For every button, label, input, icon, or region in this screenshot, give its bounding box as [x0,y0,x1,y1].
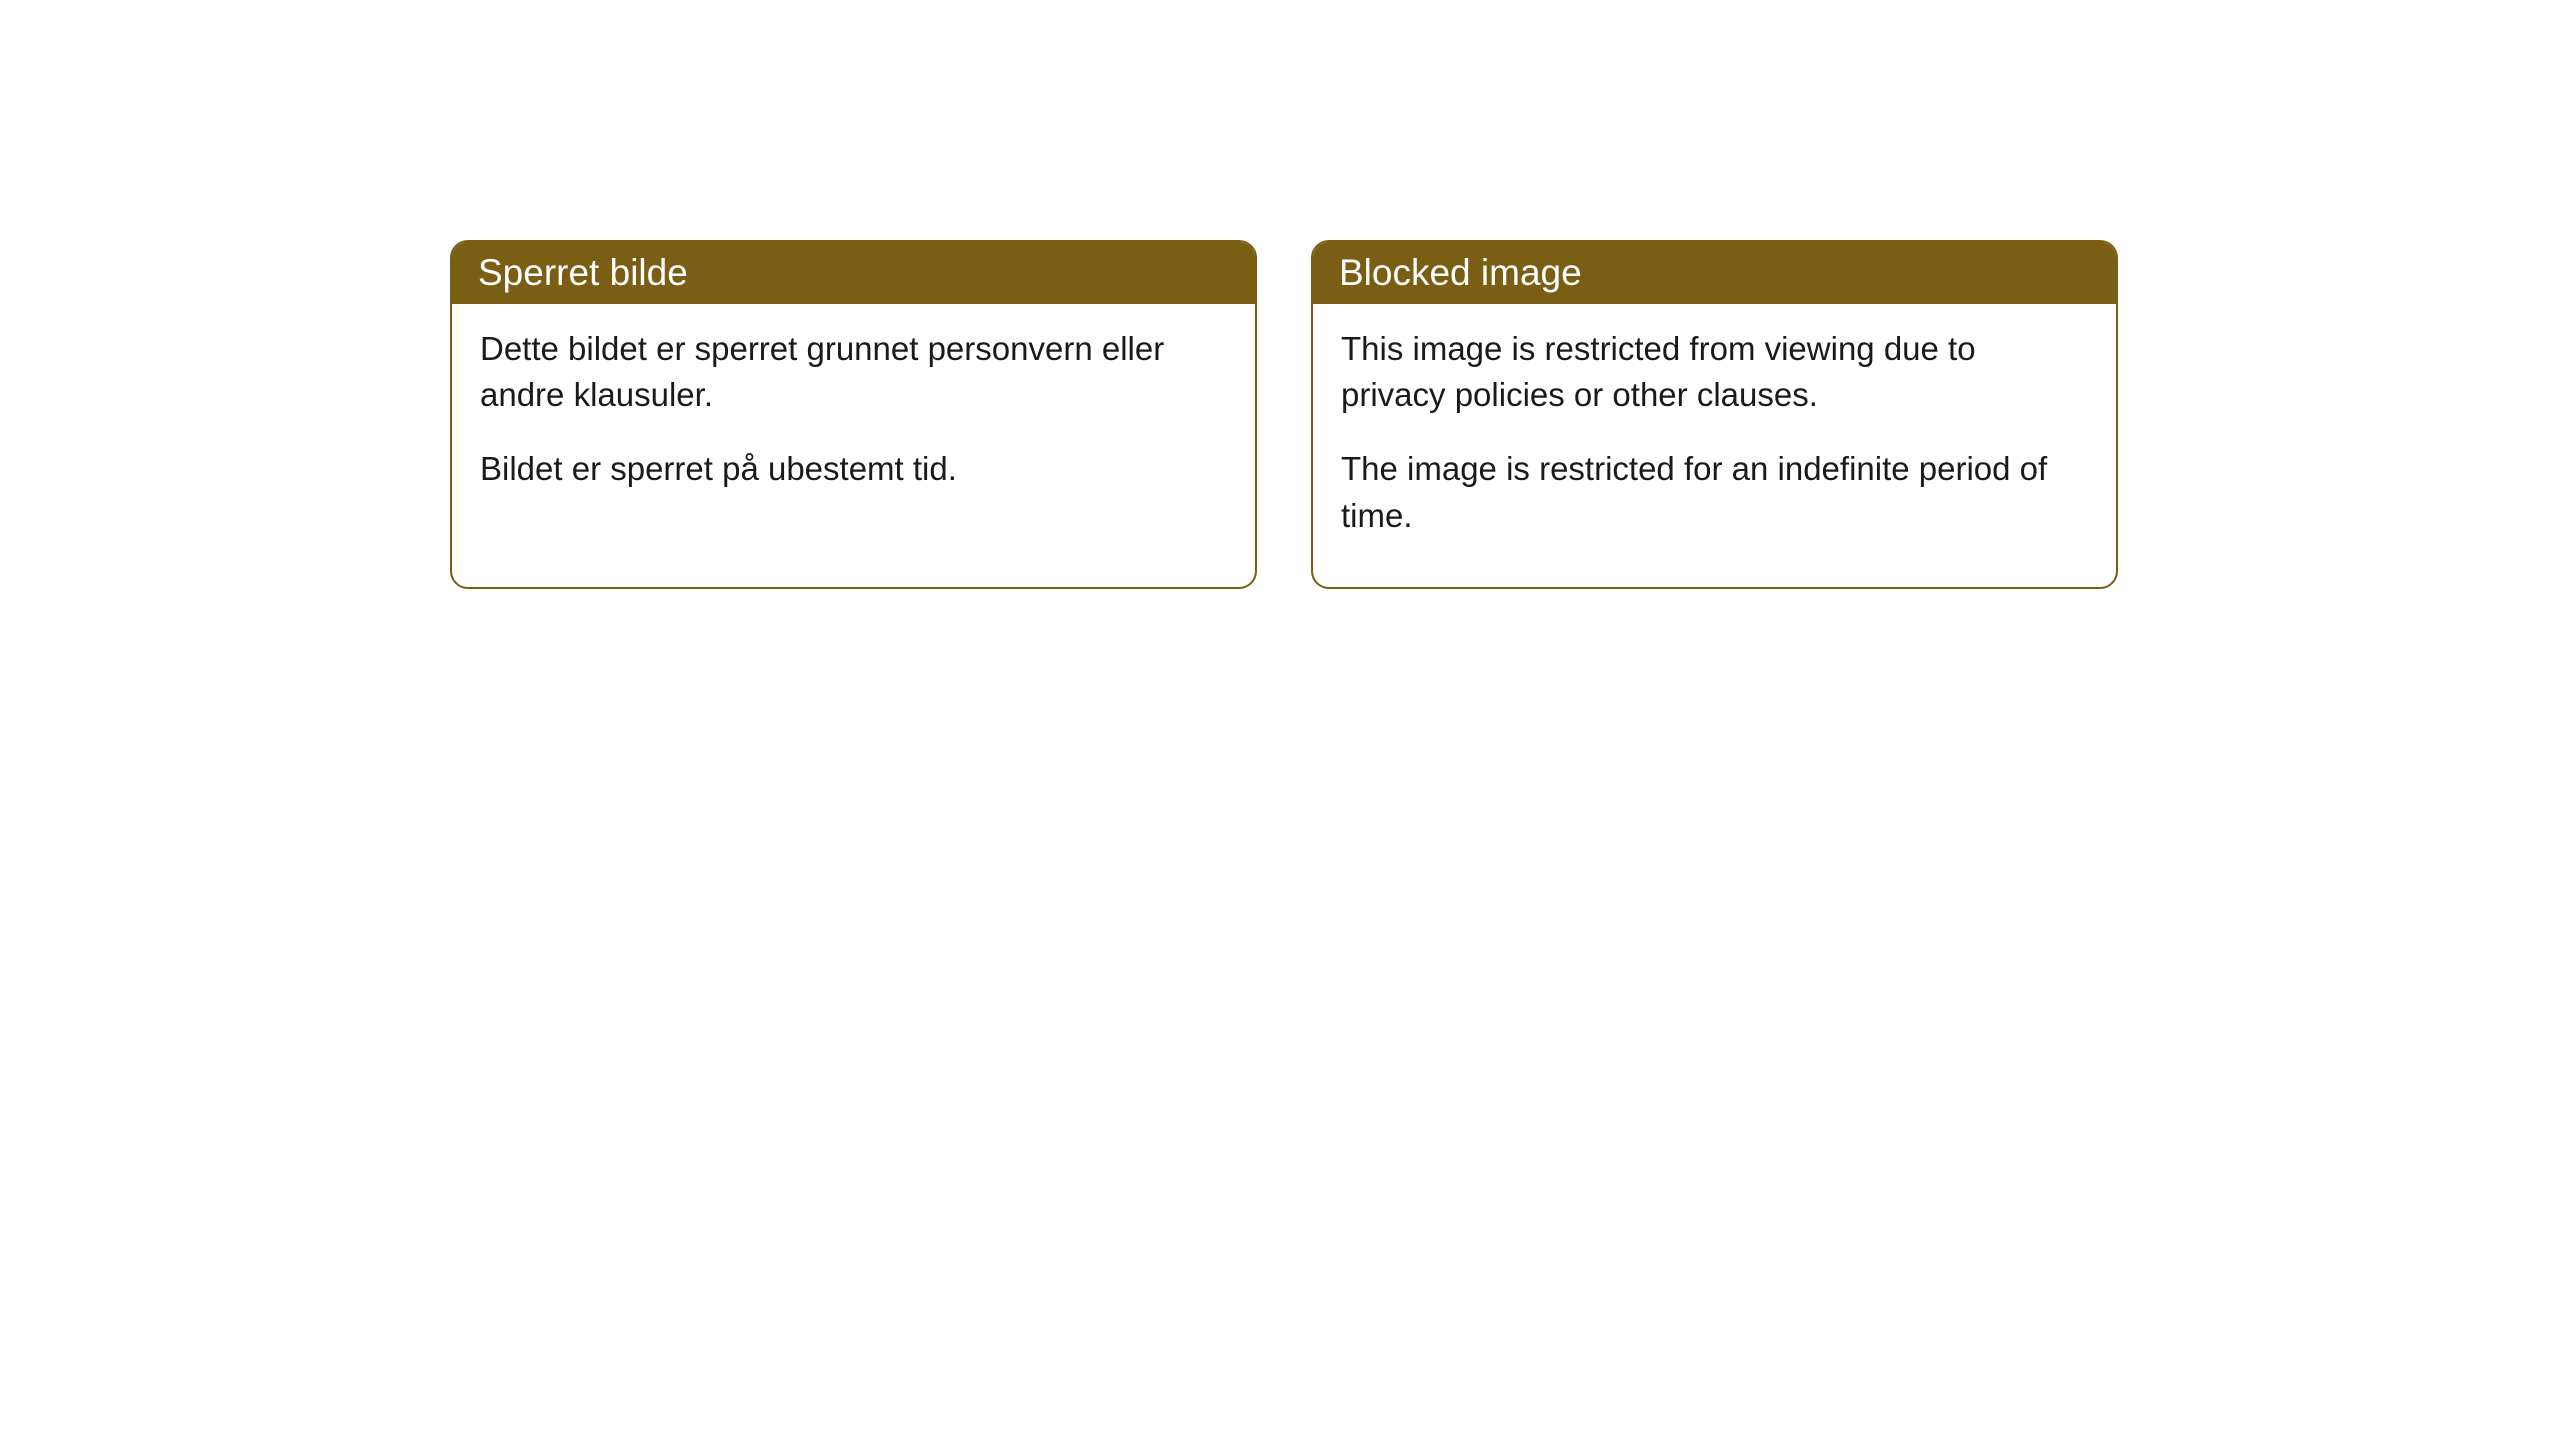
card-header: Sperret bilde [452,242,1255,304]
card-paragraph: The image is restricted for an indefinit… [1341,446,2088,538]
card-body: Dette bildet er sperret grunnet personve… [452,304,1255,541]
card-paragraph: Dette bildet er sperret grunnet personve… [480,326,1227,418]
card-title: Blocked image [1339,252,1582,293]
card-header: Blocked image [1313,242,2116,304]
card-body: This image is restricted from viewing du… [1313,304,2116,587]
card-container: Sperret bilde Dette bildet er sperret gr… [0,0,2560,589]
card-paragraph: This image is restricted from viewing du… [1341,326,2088,418]
card-title: Sperret bilde [478,252,688,293]
card-paragraph: Bildet er sperret på ubestemt tid. [480,446,1227,492]
notice-card-english: Blocked image This image is restricted f… [1311,240,2118,589]
notice-card-norwegian: Sperret bilde Dette bildet er sperret gr… [450,240,1257,589]
